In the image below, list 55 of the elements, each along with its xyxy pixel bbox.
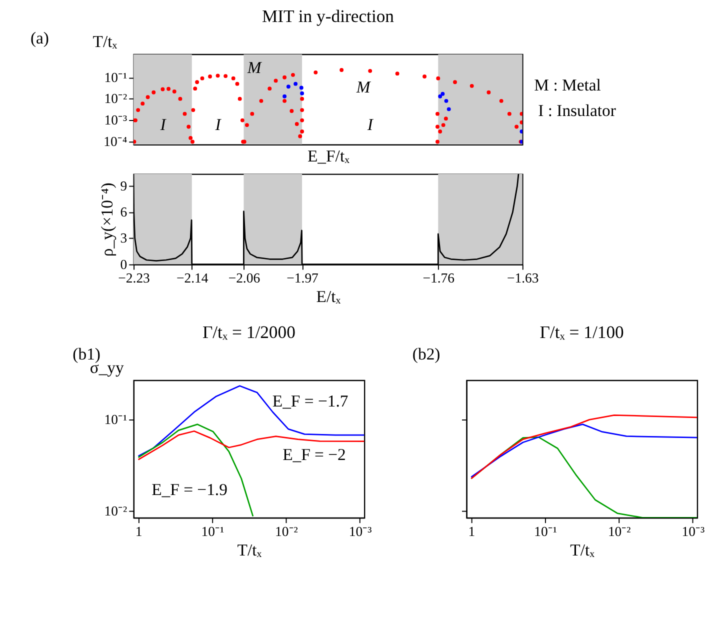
x-axis-title: T/tₓ <box>570 540 595 560</box>
point <box>299 86 304 90</box>
annotation: I <box>214 114 222 134</box>
chart-title: Γ/tₓ = 1/100 <box>540 322 624 342</box>
x-axis-title: T/tₓ <box>237 540 262 560</box>
point <box>440 92 445 96</box>
point <box>444 98 448 103</box>
annotation: I <box>366 114 374 134</box>
x-tick-label: −2.14 <box>176 270 208 286</box>
x-tick-label: −2.06 <box>228 270 260 286</box>
annotation: E_F = −1.9 <box>152 480 228 500</box>
y-tick-label: 10⁻³ <box>104 112 128 128</box>
x-tick-label: −1.97 <box>286 270 319 286</box>
y-axis-title: ρ_y(×10⁻⁴) <box>97 182 116 257</box>
x-tick-label: −1.76 <box>422 270 455 286</box>
x-tick-label: 1 <box>468 524 476 539</box>
x-tick-label: 10⁻² <box>275 524 298 539</box>
point <box>282 94 287 98</box>
text: M : Metal <box>534 76 602 95</box>
x-tick-label: 10⁻² <box>608 524 631 539</box>
point <box>520 130 522 134</box>
y-tick-label: 10⁻² <box>104 91 128 106</box>
point <box>286 84 290 89</box>
y-tick-label: 6 <box>120 204 128 220</box>
x-tick-label: −2.23 <box>118 270 150 286</box>
y-tick-label: 3 <box>120 230 128 246</box>
text: I : Insulator <box>538 101 616 120</box>
point <box>446 107 451 112</box>
text: (a) <box>30 28 49 48</box>
y-tick-label: 10⁻⁴ <box>104 134 128 150</box>
x-tick-label: 1 <box>135 524 142 539</box>
point <box>438 94 442 98</box>
annotation: M <box>355 78 372 97</box>
y-tick-label: 10⁻² <box>104 504 128 519</box>
text: (b2) <box>412 344 440 364</box>
annotation: E_F = −1.7 <box>272 392 348 411</box>
chart-title: MIT in y-direction <box>262 6 394 26</box>
y-tick-label: 0 <box>120 256 128 272</box>
x-axis-title: E/tₓ <box>316 287 341 306</box>
y-axis-title: T/tₓ <box>92 32 118 51</box>
x-axis-title: E_F/tₓ <box>307 146 350 166</box>
y-tick-label: 9 <box>120 178 128 194</box>
y-tick-label: 10⁻¹ <box>104 412 128 428</box>
x-tick-label: −1.63 <box>506 270 539 286</box>
x-tick-label: 10⁻¹ <box>534 524 557 539</box>
annotation: M <box>246 58 262 77</box>
annotation: E_F = −2 <box>282 444 346 464</box>
x-tick-label: 10⁻³ <box>348 524 372 539</box>
x-tick-label: 10⁻³ <box>682 524 705 539</box>
y-tick-label: 10⁻¹ <box>104 70 128 85</box>
point <box>294 82 298 86</box>
x-tick-label: 10⁻¹ <box>201 524 224 539</box>
chart-title: Γ/tₓ = 1/2000 <box>202 322 296 342</box>
annotation: I <box>159 114 168 134</box>
point <box>300 91 304 96</box>
